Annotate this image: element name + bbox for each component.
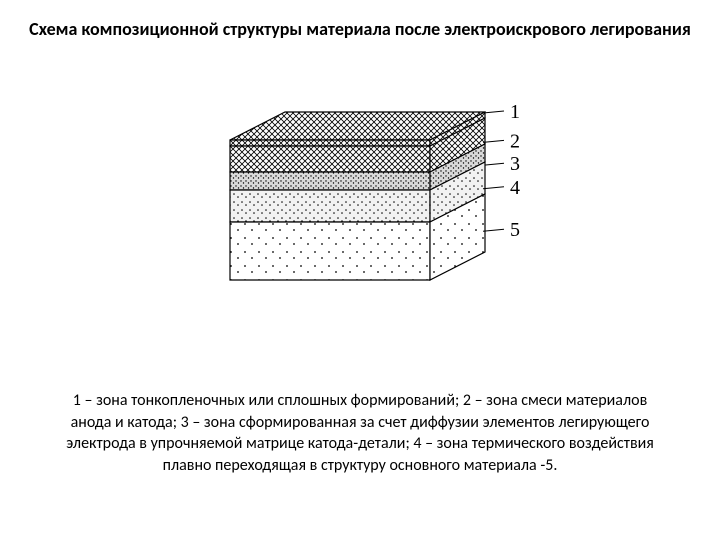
layer-5-front <box>230 222 430 280</box>
layer-1-front <box>230 140 430 146</box>
layer-label-4: 4 <box>510 177 520 199</box>
layer-label-5: 5 <box>510 219 520 241</box>
page: Схема композиционной структуры материала… <box>0 0 720 540</box>
layer-2-front <box>230 146 430 172</box>
layer-label-1: 1 <box>510 101 520 123</box>
page-title: Схема композиционной структуры материала… <box>0 18 720 41</box>
layer-label-2: 2 <box>510 130 520 152</box>
layer-diagram: 1 234 5 <box>200 80 560 340</box>
legend-caption: 1 – зона тонкопленочных или сплошных фор… <box>60 390 660 476</box>
layer-3-front <box>230 172 430 190</box>
layer-4-front <box>230 190 430 222</box>
layer-label-3: 3 <box>510 153 520 175</box>
